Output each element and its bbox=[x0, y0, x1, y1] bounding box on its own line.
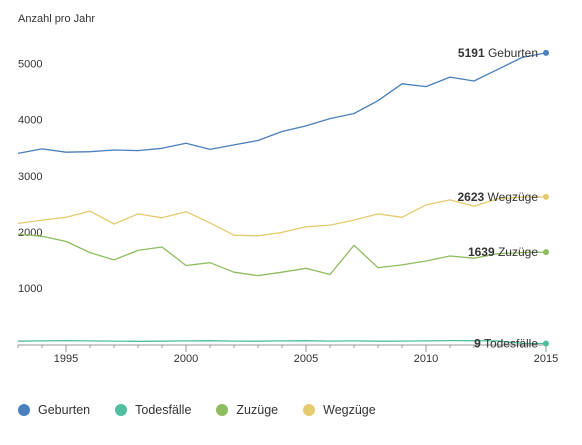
series-end-label: 9 Todesfälle bbox=[474, 336, 538, 350]
series-end-marker bbox=[543, 340, 549, 347]
series-end-name: Zuzüge bbox=[495, 245, 539, 259]
series-end-label: 5191 Geburten bbox=[458, 46, 538, 60]
legend-dot-icon bbox=[303, 404, 316, 416]
series-line-geburten bbox=[17, 52, 547, 155]
x-tick-label: 2000 bbox=[174, 353, 198, 365]
series-line-wegzüge bbox=[17, 196, 547, 237]
y-axis-label: Anzahl pro Jahr bbox=[18, 13, 95, 25]
legend-item-geburten[interactable]: Geburten bbox=[18, 403, 90, 417]
series-end-marker bbox=[543, 249, 549, 256]
series-line-zuzüge bbox=[17, 233, 547, 277]
series-end-labels: 5191 Geburten 2623 Wegzüge 1639 Zuzüge 9 To… bbox=[457, 46, 538, 351]
x-tick-label: 2010 bbox=[414, 353, 438, 365]
series-end-value: 2623 bbox=[457, 190, 484, 204]
series-end-marker bbox=[543, 49, 549, 56]
series-end-value: 1639 bbox=[468, 245, 495, 259]
y-axis-ticks: 1000 2000 3000 4000 5000 bbox=[18, 59, 42, 295]
series-end-name: Todesfälle bbox=[481, 336, 538, 350]
legend-label: Geburten bbox=[38, 403, 91, 417]
series-end-name: Geburten bbox=[485, 46, 538, 60]
series-end-value: 9 bbox=[474, 336, 481, 350]
legend-dot-icon bbox=[115, 404, 128, 416]
x-tick-label: 2015 bbox=[534, 353, 558, 365]
x-axis: 1995 2000 2005 2010 2015 bbox=[17, 344, 558, 365]
series-end-label: 2623 Wegzüge bbox=[457, 190, 538, 204]
legend-label: Wegzüge bbox=[323, 403, 376, 417]
series-end-label: 1639 Zuzüge bbox=[468, 245, 538, 259]
series-line-todesfälle bbox=[17, 339, 547, 345]
legend-dot-icon bbox=[216, 404, 229, 416]
x-tick-label: 2005 bbox=[294, 353, 318, 365]
legend-label: Todesfälle bbox=[135, 403, 192, 417]
y-tick-label: 3000 bbox=[18, 171, 42, 183]
y-tick-label: 2000 bbox=[18, 227, 42, 239]
legend-item-zuzuege[interactable]: Zuzüge bbox=[216, 403, 278, 417]
legend-dot-icon bbox=[18, 404, 30, 416]
legend-label: Zuzüge bbox=[236, 403, 279, 417]
series-end-value: 5191 bbox=[458, 46, 485, 60]
legend: Geburten Todesfälle Zuzüge Wegzüge bbox=[18, 403, 401, 417]
series-lines bbox=[17, 49, 549, 347]
legend-item-todesfaelle[interactable]: Todesfälle bbox=[115, 403, 191, 417]
x-tick-label: 1995 bbox=[54, 353, 78, 365]
series-end-marker bbox=[543, 193, 549, 200]
y-tick-label: 4000 bbox=[18, 115, 42, 127]
series-end-name: Wegzüge bbox=[484, 190, 538, 204]
y-tick-label: 1000 bbox=[18, 283, 42, 295]
y-tick-label: 5000 bbox=[18, 59, 42, 71]
legend-item-wegzuege[interactable]: Wegzüge bbox=[303, 403, 376, 417]
